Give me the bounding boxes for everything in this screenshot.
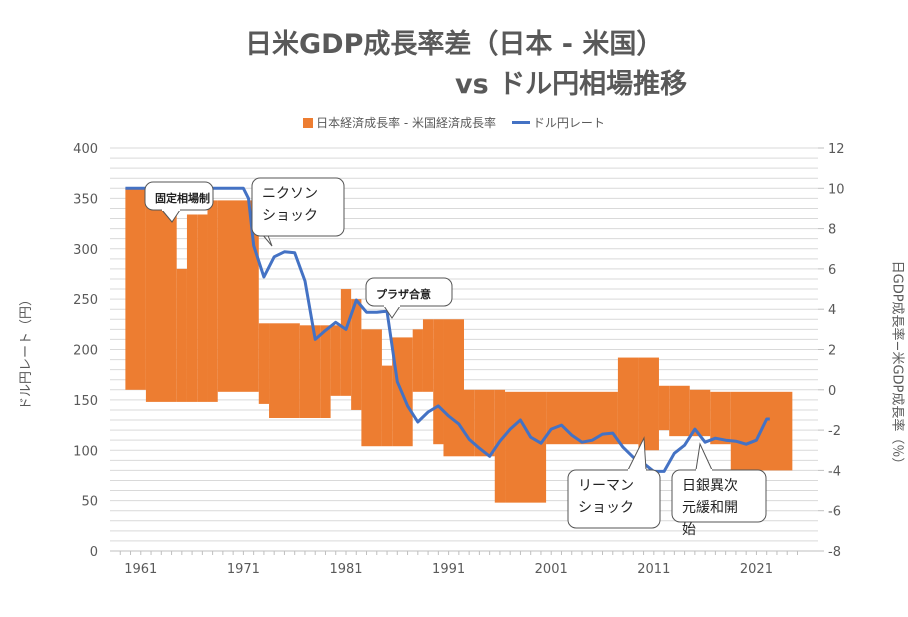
bar: [145, 188, 177, 402]
y-right-tick-label: -4: [828, 464, 841, 479]
legend-line-swatch: [511, 121, 530, 124]
x-tick-label: 2021: [740, 562, 773, 577]
bar: [494, 389, 506, 503]
y-left-tick-label: 150: [73, 394, 98, 409]
bar: [207, 200, 218, 402]
bar: [546, 391, 618, 445]
annotation-fixed-rate-text: 固定相場制: [155, 191, 210, 205]
y-right-tick-label: 8: [828, 223, 836, 238]
y-right-tick-label: -2: [828, 424, 841, 439]
annotation-lehman-shock-box: [567, 469, 661, 529]
bar: [258, 323, 270, 404]
annotation-boj-easing-tail: [695, 442, 713, 471]
y-left-tick-label: 400: [73, 142, 98, 157]
bar: [299, 325, 321, 419]
annotation-lehman-shock-tail: [627, 436, 647, 471]
chart-title-line2: vs ドル円相場推移: [455, 69, 688, 100]
x-tick-label: 1991: [432, 562, 465, 577]
annotation-boj-easing-text: 元緩和開: [682, 500, 738, 516]
bar: [361, 329, 382, 447]
annotation-lehman-shock-text: リーマン: [578, 478, 634, 494]
x-tick-label: 1981: [329, 562, 362, 577]
x-tick-label: 1961: [124, 562, 157, 577]
annotation-fixed-rate-tail: [161, 209, 181, 223]
legend-bar-label: 日本経済成長率 - 米国経済成長率: [316, 116, 497, 130]
annotation-plaza-accord-tail: [383, 305, 401, 319]
line-series: [125, 186, 770, 473]
bar: [710, 391, 731, 445]
legend-bar-swatch: [303, 118, 314, 128]
y-right-tick-label: 2: [828, 344, 836, 359]
y-right-tick-label: -8: [828, 545, 841, 560]
bar: [638, 357, 659, 451]
legend-item-line: ドル円レート: [511, 114, 605, 131]
bar: [340, 289, 352, 396]
legend-line-label: ドル円レート: [532, 116, 605, 130]
y-right-tick-label: 10: [828, 182, 845, 197]
bar: [443, 319, 464, 457]
annotation-boj-easing-text: 始: [682, 522, 696, 538]
y-left-tick-label: 50: [81, 495, 98, 510]
bar: [197, 214, 208, 402]
bar: [320, 325, 331, 419]
bar: [433, 319, 444, 445]
bar: [422, 319, 434, 392]
annotation-boj-easing-box: [671, 469, 767, 523]
y-right-tick-label: 6: [828, 263, 836, 278]
annotation-lehman-shock-text: ショック: [578, 500, 634, 516]
y-right-tick-label: 0: [828, 384, 836, 399]
y-left-tick-label: 100: [73, 444, 98, 459]
bar: [330, 325, 341, 396]
bar: [412, 329, 423, 392]
y-right-tick-label: -6: [828, 505, 841, 520]
bar: [669, 385, 690, 437]
y-right-tick-label: 12: [828, 142, 845, 157]
annotation-plaza-accord-text: プラザ合意: [376, 287, 431, 301]
bar: [269, 323, 300, 419]
y-left-tick-label: 300: [73, 243, 98, 258]
chart-title-line1: 日米GDP成長率差（日本 - 米国）: [245, 29, 664, 60]
bar: [351, 299, 362, 410]
bar: [505, 391, 547, 503]
annotation-nixon-shock-text: ニクソン: [262, 186, 318, 202]
bar: [381, 365, 393, 447]
bar: [689, 389, 711, 437]
y-right-tick-label: 4: [828, 303, 836, 318]
bar: [186, 214, 198, 402]
bar: [217, 200, 228, 392]
x-tick-label: 2001: [535, 562, 568, 577]
legend-item-bar: 日本経済成長率 - 米国経済成長率: [303, 114, 496, 131]
annotation-boj-easing-text: 日銀異次: [682, 478, 738, 494]
y-left-tick-label: 350: [73, 192, 98, 207]
x-tick-label: 1971: [227, 562, 260, 577]
bar: [464, 389, 475, 457]
y-left-tick-label: 250: [73, 293, 98, 308]
bar: [176, 268, 187, 402]
y-left-tick-label: 0: [90, 545, 98, 560]
annotation-plaza-accord-box: [365, 277, 453, 307]
bar: [474, 389, 495, 457]
annotation-nixon-shock-text: ショック: [262, 208, 318, 224]
x-tick-label: 2011: [637, 562, 670, 577]
bar: [658, 385, 670, 431]
y-left-tick-label: 200: [73, 344, 98, 359]
annotation-nixon-shock-box: [251, 177, 345, 237]
bar: [125, 188, 146, 390]
bar: [617, 357, 639, 445]
legend: 日本経済成長率 - 米国経済成長率 ドル円レート: [0, 114, 908, 131]
